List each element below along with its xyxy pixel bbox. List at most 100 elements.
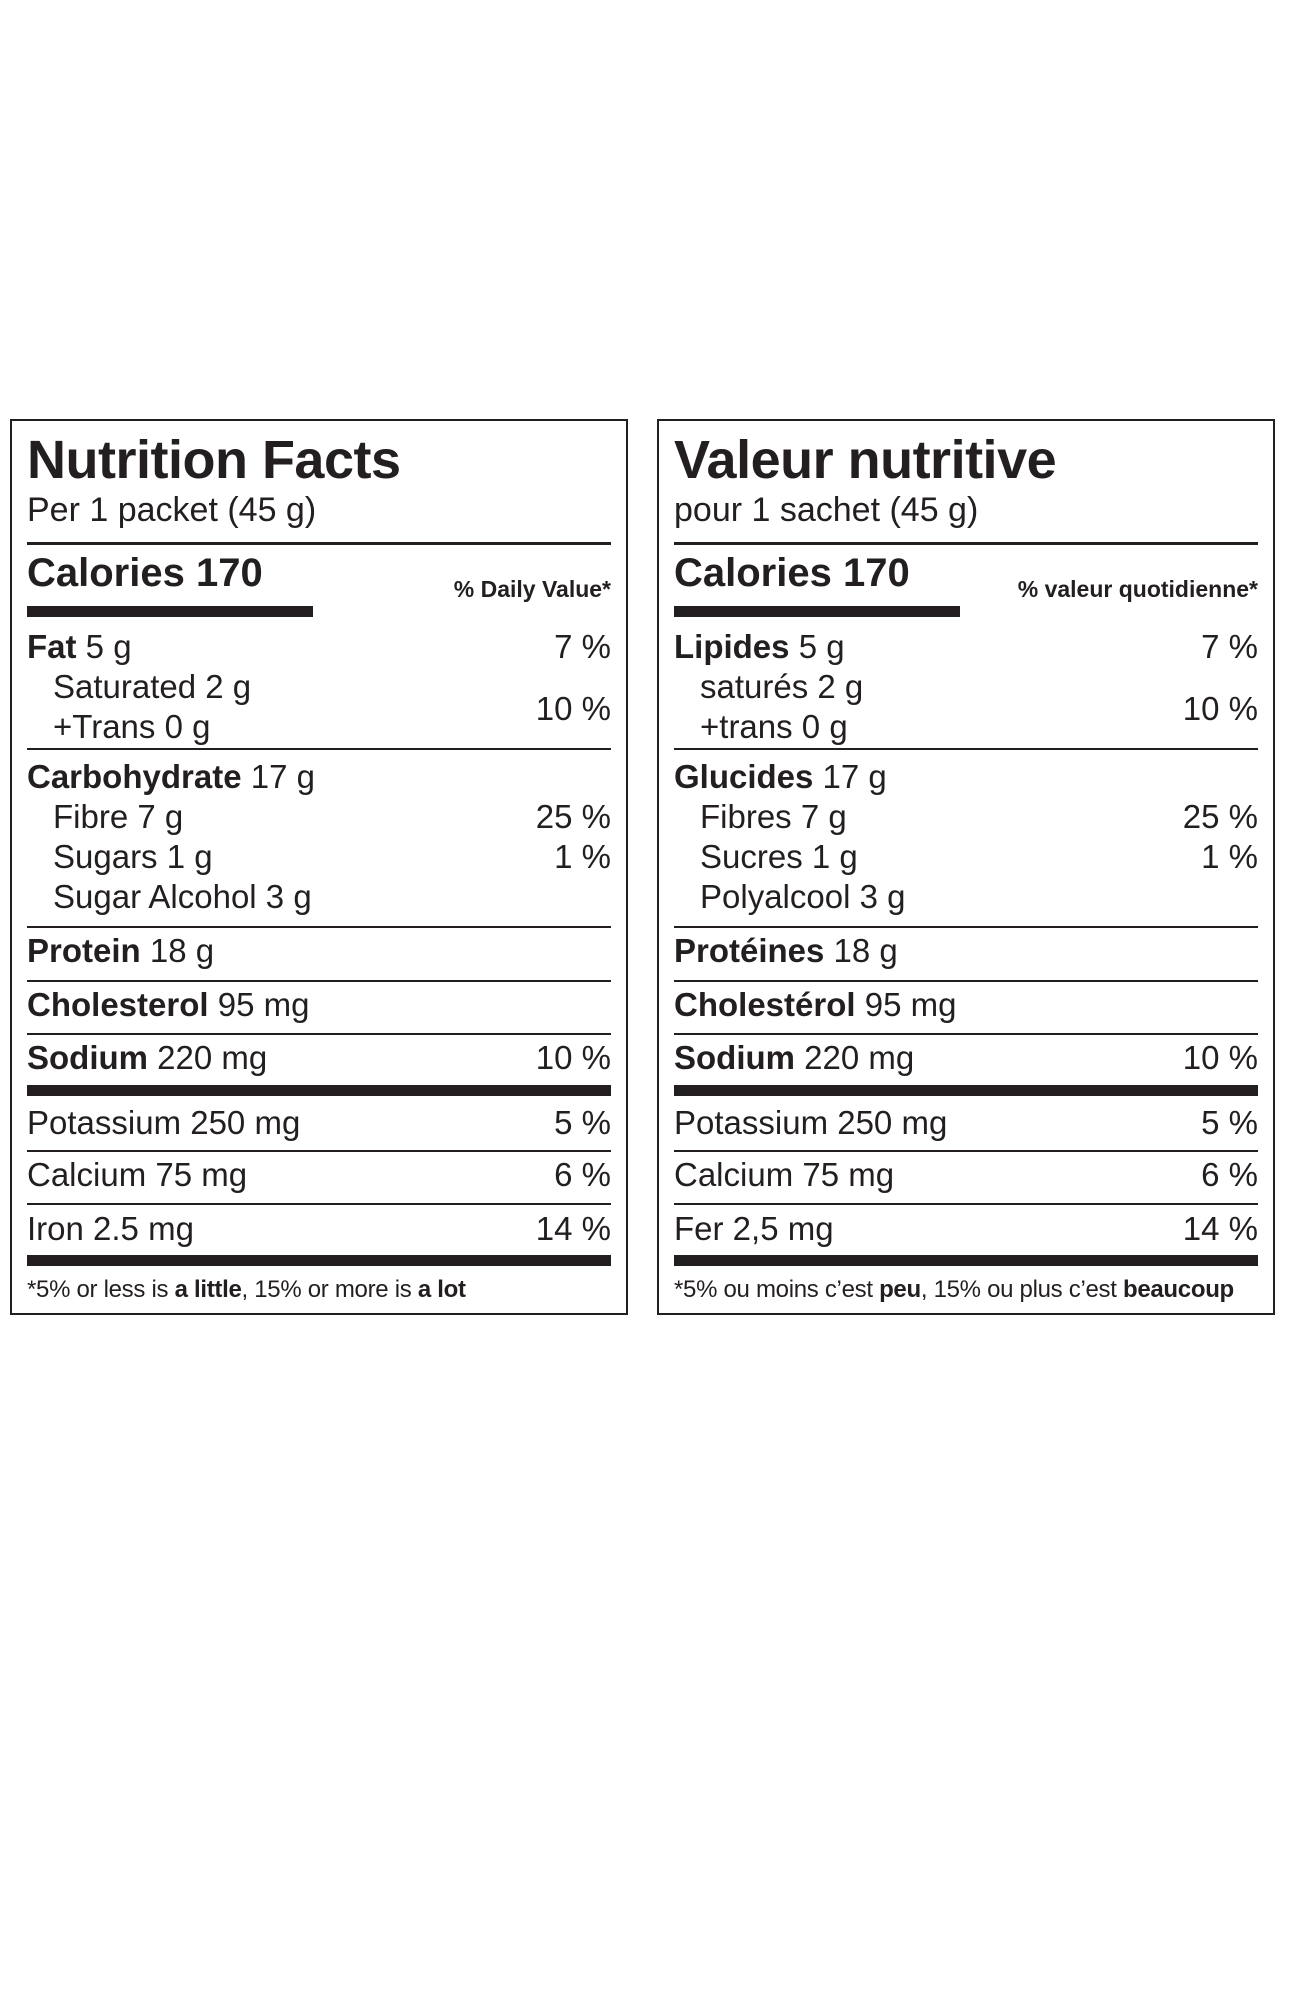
fat-label: Lipides <box>674 628 790 665</box>
divider <box>27 748 611 750</box>
cholesterol-label: Cholesterol <box>27 986 209 1023</box>
divider <box>674 926 1258 928</box>
footnote-bold: a little <box>174 1276 242 1303</box>
sugar-alcohol-row: Sugar Alcohol 3 g <box>53 878 312 915</box>
calories-label: Calories 170 <box>674 551 910 595</box>
iron-row: Fer 2,5 mg <box>674 1210 834 1247</box>
calcium-row: Calcium 75 mg <box>27 1156 248 1193</box>
carbohydrate-amount: 17 g <box>813 758 887 795</box>
cholesterol-label: Cholestérol <box>674 986 856 1023</box>
sodium-row: Sodium 220 mg <box>674 1041 914 1074</box>
protein-label: Protein <box>27 932 141 969</box>
fat-amount: 5 g <box>789 628 845 665</box>
protein-label: Protéines <box>674 932 825 969</box>
potassium-pct: 5 % <box>554 1104 611 1141</box>
calories-bar <box>674 606 960 617</box>
calcium-row: Calcium 75 mg <box>674 1156 895 1193</box>
serving-size: pour 1 sachet (45 g) <box>674 491 979 529</box>
potassium-pct: 5 % <box>1201 1104 1258 1141</box>
fat-amount: 5 g <box>76 628 132 665</box>
sodium-row: Sodium 220 mg <box>27 1041 267 1074</box>
carbohydrate-row: Glucides 17 g <box>674 760 887 793</box>
fat-pct: 7 % <box>1201 628 1258 665</box>
fat-pct: 7 % <box>554 628 611 665</box>
divider <box>674 1033 1258 1035</box>
divider <box>674 542 1258 545</box>
saturated-row: Saturated 2 g <box>53 668 252 705</box>
carbohydrate-row: Carbohydrate 17 g <box>27 760 315 793</box>
divider <box>674 1150 1258 1152</box>
trans-row: +trans 0 g <box>700 708 848 745</box>
carbohydrate-label: Glucides <box>674 758 814 795</box>
sugar-alcohol-row: Polyalcool 3 g <box>700 878 906 915</box>
fibre-row: Fibre 7 g <box>53 798 184 835</box>
cholesterol-row: Cholesterol 95 mg <box>27 988 309 1021</box>
nutrition-facts-panel-fr: Valeur nutritive pour 1 sachet (45 g) Ca… <box>657 419 1275 1315</box>
saturated-row: saturés 2 g <box>700 668 864 705</box>
footnote-bold: a lot <box>417 1276 466 1303</box>
fat-row: Fat 5 g <box>27 630 132 663</box>
footnote: *5% ou moins c’est peu, 15% ou plus c’es… <box>674 1276 1258 1304</box>
carbohydrate-label: Carbohydrate <box>27 758 242 795</box>
calcium-pct: 6 % <box>554 1156 611 1193</box>
sodium-amount: 220 mg <box>795 1039 915 1076</box>
sugars-row: Sucres 1 g <box>700 838 858 875</box>
sat-trans-pct: 10 % <box>535 690 611 727</box>
iron-row: Iron 2.5 mg <box>27 1210 194 1247</box>
calcium-pct: 6 % <box>1201 1156 1258 1193</box>
potassium-row: Potassium 250 mg <box>27 1104 301 1141</box>
sodium-pct: 10 % <box>1182 1039 1258 1076</box>
thick-divider <box>674 1255 1258 1266</box>
nutrition-facts-panel-en: Nutrition Facts Per 1 packet (45 g) Calo… <box>10 419 628 1315</box>
divider <box>674 748 1258 750</box>
divider <box>27 926 611 928</box>
divider <box>27 1150 611 1152</box>
sodium-label: Sodium <box>674 1039 795 1076</box>
calories-label: Calories 170 <box>27 551 263 595</box>
protein-row: Protein 18 g <box>27 934 214 967</box>
fat-row: Lipides 5 g <box>674 630 845 663</box>
footnote-bold: peu <box>879 1276 921 1303</box>
carbohydrate-amount: 17 g <box>241 758 315 795</box>
sugars-pct: 1 % <box>1201 838 1258 875</box>
daily-value-header: % Daily Value* <box>453 576 611 602</box>
iron-pct: 14 % <box>1182 1210 1258 1247</box>
sodium-amount: 220 mg <box>148 1039 268 1076</box>
protein-amount: 18 g <box>824 932 898 969</box>
panel-title: Valeur nutritive <box>674 430 1057 490</box>
cholesterol-row: Cholestérol 95 mg <box>674 988 956 1021</box>
protein-amount: 18 g <box>140 932 215 969</box>
fibre-row: Fibres 7 g <box>700 798 847 835</box>
fat-label: Fat <box>27 628 77 665</box>
footnote: *5% or less is a little, 15% or more is … <box>27 1276 611 1304</box>
daily-value-header: % valeur quotidienne* <box>1017 576 1258 602</box>
footnote-text: *5% or less is <box>27 1276 175 1303</box>
divider <box>674 1203 1258 1205</box>
thick-divider <box>27 1085 611 1096</box>
panel-title: Nutrition Facts <box>27 430 401 490</box>
cholesterol-amount: 95 mg <box>208 986 310 1023</box>
sugars-row: Sugars 1 g <box>53 838 213 875</box>
serving-size: Per 1 packet (45 g) <box>27 491 317 529</box>
cholesterol-amount: 95 mg <box>855 986 957 1023</box>
fibre-pct: 25 % <box>535 798 611 835</box>
sodium-pct: 10 % <box>535 1039 611 1076</box>
footnote-bold: beaucoup <box>1122 1276 1234 1303</box>
divider <box>27 1033 611 1035</box>
footnote-text: , 15% or more is <box>241 1276 418 1303</box>
divider <box>27 1203 611 1205</box>
potassium-row: Potassium 250 mg <box>674 1104 948 1141</box>
trans-row: +Trans 0 g <box>53 708 211 745</box>
divider <box>27 980 611 982</box>
footnote-text: *5% ou moins c’est <box>674 1276 880 1303</box>
footnote-text: , 15% ou plus c’est <box>920 1276 1123 1303</box>
sugars-pct: 1 % <box>554 838 611 875</box>
sat-trans-pct: 10 % <box>1182 690 1258 727</box>
protein-row: Protéines 18 g <box>674 934 898 967</box>
calories-bar <box>27 606 313 617</box>
sodium-label: Sodium <box>27 1039 148 1076</box>
thick-divider <box>674 1085 1258 1096</box>
iron-pct: 14 % <box>535 1210 611 1247</box>
thick-divider <box>27 1255 611 1266</box>
fibre-pct: 25 % <box>1182 798 1258 835</box>
